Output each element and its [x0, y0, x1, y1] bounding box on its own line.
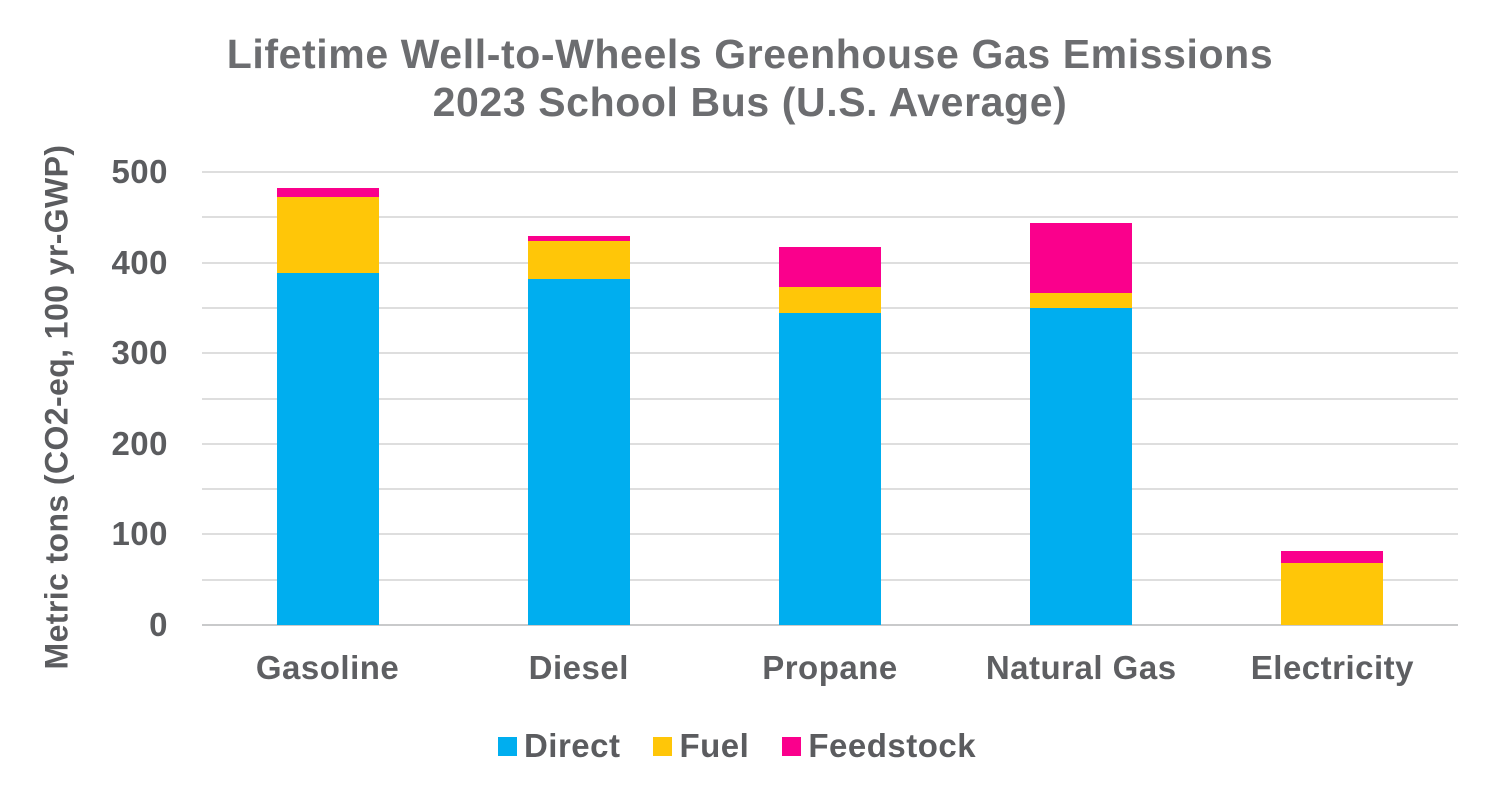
legend-swatch-direct	[497, 736, 517, 756]
bar-diesel-direct	[527, 278, 630, 625]
legend-swatch-fuel	[653, 736, 673, 756]
gridline	[202, 171, 1458, 173]
y-tick-label-400: 400	[111, 243, 168, 281]
legend-item-feedstock: Feedstock	[782, 727, 976, 765]
bar-gasoline	[276, 188, 379, 625]
category-label-diesel: Diesel	[528, 649, 629, 686]
bar-natural-gas	[1030, 222, 1133, 625]
chart-title: Lifetime Well-to-Wheels Greenhouse Gas E…	[0, 30, 1500, 126]
bar-natural-gas-feedstock	[1030, 222, 1133, 294]
bar-propane	[779, 247, 881, 625]
bar-gasoline-direct	[276, 272, 379, 625]
legend-item-direct: Direct	[497, 727, 621, 765]
bar-gasoline-feedstock	[276, 188, 379, 198]
bar-diesel-feedstock	[527, 236, 630, 241]
y-tick-label-500: 500	[111, 153, 168, 190]
legend-label-fuel: Fuel	[679, 727, 750, 764]
category-label-natural-gas: Natural Gas	[985, 649, 1177, 686]
bar-natural-gas-fuel	[1030, 293, 1133, 308]
y-tick-label-100: 100	[111, 515, 168, 553]
category-label-propane: Propane	[762, 649, 898, 686]
legend-label-direct: Direct	[523, 727, 621, 764]
bar-electricity-feedstock	[1281, 550, 1384, 564]
category-label-electricity: Electricity	[1250, 649, 1415, 686]
bar-gasoline-fuel	[276, 197, 379, 273]
bar-diesel	[527, 236, 630, 625]
y-tick-label-300: 300	[111, 334, 168, 372]
bar-diesel-fuel	[527, 240, 630, 279]
category-label-gasoline: Gasoline	[255, 649, 400, 686]
chart-title-line1: Lifetime Well-to-Wheels Greenhouse Gas E…	[226, 31, 1274, 77]
baseline	[202, 624, 1458, 626]
legend-swatch-feedstock	[782, 736, 802, 756]
bar-electricity	[1281, 550, 1384, 625]
plot-area	[202, 171, 1458, 626]
chart-title-line2: 2023 School Bus (U.S. Average)	[432, 79, 1068, 125]
bar-electricity-fuel	[1281, 563, 1384, 625]
bar-propane-direct	[779, 313, 881, 625]
y-tick-label-0: 0	[149, 606, 168, 643]
bar-natural-gas-direct	[1030, 307, 1133, 625]
y-tick-label-200: 200	[111, 424, 168, 462]
legend: Direct Fuel Feedstock	[0, 727, 1474, 765]
bar-propane-fuel	[779, 287, 881, 314]
y-axis-label: Metric tons (CO2-eq, 100 yr-GWP)	[38, 144, 75, 670]
legend-label-feedstock: Feedstock	[808, 727, 977, 764]
bar-propane-feedstock	[779, 247, 881, 288]
gridline	[202, 216, 1458, 219]
legend-item-fuel: Fuel	[653, 727, 749, 765]
